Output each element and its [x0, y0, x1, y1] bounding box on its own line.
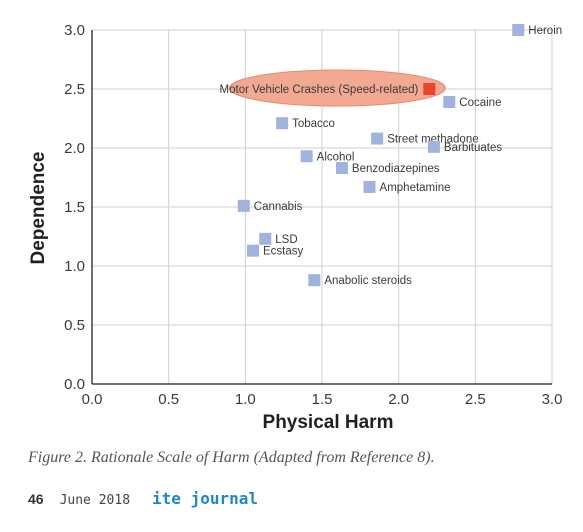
x-tick-label: 2.5: [465, 391, 486, 408]
data-point: [363, 180, 376, 193]
y-tick-label: 2.5: [64, 81, 85, 98]
point-label: Tobacco: [292, 118, 335, 130]
journal-name: ite journal: [152, 489, 258, 508]
y-tick-label: 2.0: [64, 140, 85, 157]
data-point: [237, 199, 250, 212]
y-tick-label: 1.5: [64, 199, 85, 216]
data-point: [276, 117, 289, 130]
data-point: [259, 232, 272, 245]
data-point: [371, 132, 384, 145]
point-label: Motor Vehicle Crashes (Speed-related): [220, 84, 419, 96]
scatter-chart: 0.0 0.5 1.0 1.5 2.0 2.5 3.0 0.0 0.5 1.0 1.5 2.0 2.5 3…: [28, 22, 562, 433]
x-tick-label: 0.0: [82, 391, 103, 408]
highlight-ellipse: [228, 69, 446, 107]
figure-caption: Figure 2. Rationale Scale of Harm (Adapt…: [28, 449, 435, 466]
data-point-highlight: [423, 83, 436, 95]
x-tick-label: 3.0: [542, 391, 563, 408]
point-label: Cocaine: [459, 97, 501, 109]
point-label: Ecstasy: [263, 246, 304, 258]
x-axis-title: Physical Harm: [263, 412, 394, 433]
x-tick-label: 1.0: [235, 391, 256, 408]
issue-date: June 2018: [59, 493, 131, 508]
y-axis-title: Dependence: [28, 152, 49, 265]
data-point: [300, 150, 313, 163]
y-tick-label: 3.0: [64, 22, 85, 39]
point-label: Street methadone: [387, 134, 478, 146]
x-tick-label: 0.5: [158, 391, 179, 408]
point-label: Alcohol: [317, 151, 355, 163]
page-footer: 46 June 2018 ite journal: [28, 489, 258, 508]
point-label: LSD: [275, 234, 297, 246]
point-label: Heroin: [528, 25, 562, 37]
data-point: [247, 244, 259, 257]
chart-axes: [91, 30, 552, 385]
page-number: 46: [28, 491, 44, 507]
data-point: [427, 140, 440, 153]
y-tick-label: 0.0: [64, 376, 85, 393]
y-tick-label: 1.0: [64, 258, 85, 275]
data-point: [335, 162, 348, 175]
x-tick-label: 1.5: [312, 391, 333, 408]
chart-ticks: 0.0 0.5 1.0 1.5 2.0 2.5 3.0 0.0 0.5 1.0 1.5 2.0 2.5 3…: [64, 22, 562, 408]
point-label: Cannabis: [254, 201, 303, 213]
data-point: [308, 274, 321, 287]
point-label: Benzodiazepines: [352, 163, 440, 175]
data-point: [443, 95, 456, 108]
point-label: Amphetamine: [380, 182, 451, 194]
point-label: Anabolic steroids: [324, 275, 412, 287]
point-label: Barbituates: [444, 142, 502, 154]
y-tick-label: 0.5: [64, 317, 85, 334]
data-point: [512, 24, 525, 36]
chart-marks: Heroin Motor Vehicle Crashes (Speed-relat…: [220, 24, 562, 287]
x-tick-label: 2.0: [388, 391, 409, 408]
